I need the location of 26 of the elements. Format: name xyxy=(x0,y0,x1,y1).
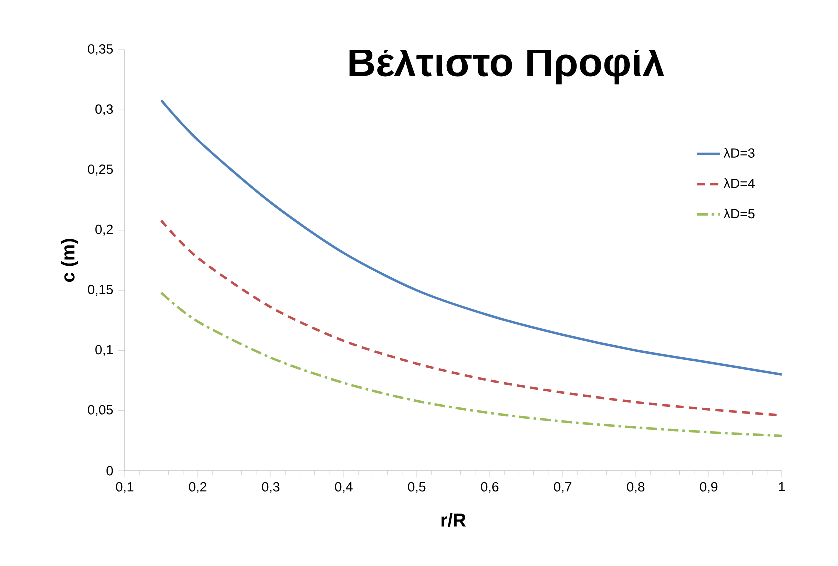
y-tick-label: 0,3 xyxy=(96,104,114,116)
x-tick-label: 0,9 xyxy=(700,482,718,494)
x-tick-label: 0,7 xyxy=(554,482,572,494)
x-tick-label: 0,8 xyxy=(627,482,645,494)
x-tick-label: 0,2 xyxy=(189,482,207,494)
x-axis-title: r/R xyxy=(442,513,466,528)
legend-label: λD=4 xyxy=(724,178,755,188)
y-tick-label: 0,25 xyxy=(88,164,114,176)
x-tick-label: 0,6 xyxy=(481,482,499,494)
line-series xyxy=(160,99,782,376)
x-tick-label: 0,4 xyxy=(335,482,353,494)
y-tick-label: 0,35 xyxy=(88,44,114,56)
line-series xyxy=(160,292,782,438)
x-tick-label: 0,1 xyxy=(116,482,134,494)
x-tick-label: 0,5 xyxy=(408,482,426,494)
x-tick-label: 1 xyxy=(779,482,786,492)
legend-label: λD=3 xyxy=(724,148,755,158)
y-tick-label: 0,1 xyxy=(96,345,113,356)
y-tick-label: 0,2 xyxy=(96,224,113,236)
y-tick-label: 0,05 xyxy=(88,405,114,416)
x-tick-label: 0,3 xyxy=(262,482,280,494)
chart-title: Βέλτιστο Προφίλ xyxy=(350,46,664,85)
y-axis-title: c (m) xyxy=(61,239,79,282)
y-tick-label: 0 xyxy=(106,466,114,476)
y-tick-label: 0,15 xyxy=(88,285,114,296)
legend-label: λD=5 xyxy=(724,208,755,219)
